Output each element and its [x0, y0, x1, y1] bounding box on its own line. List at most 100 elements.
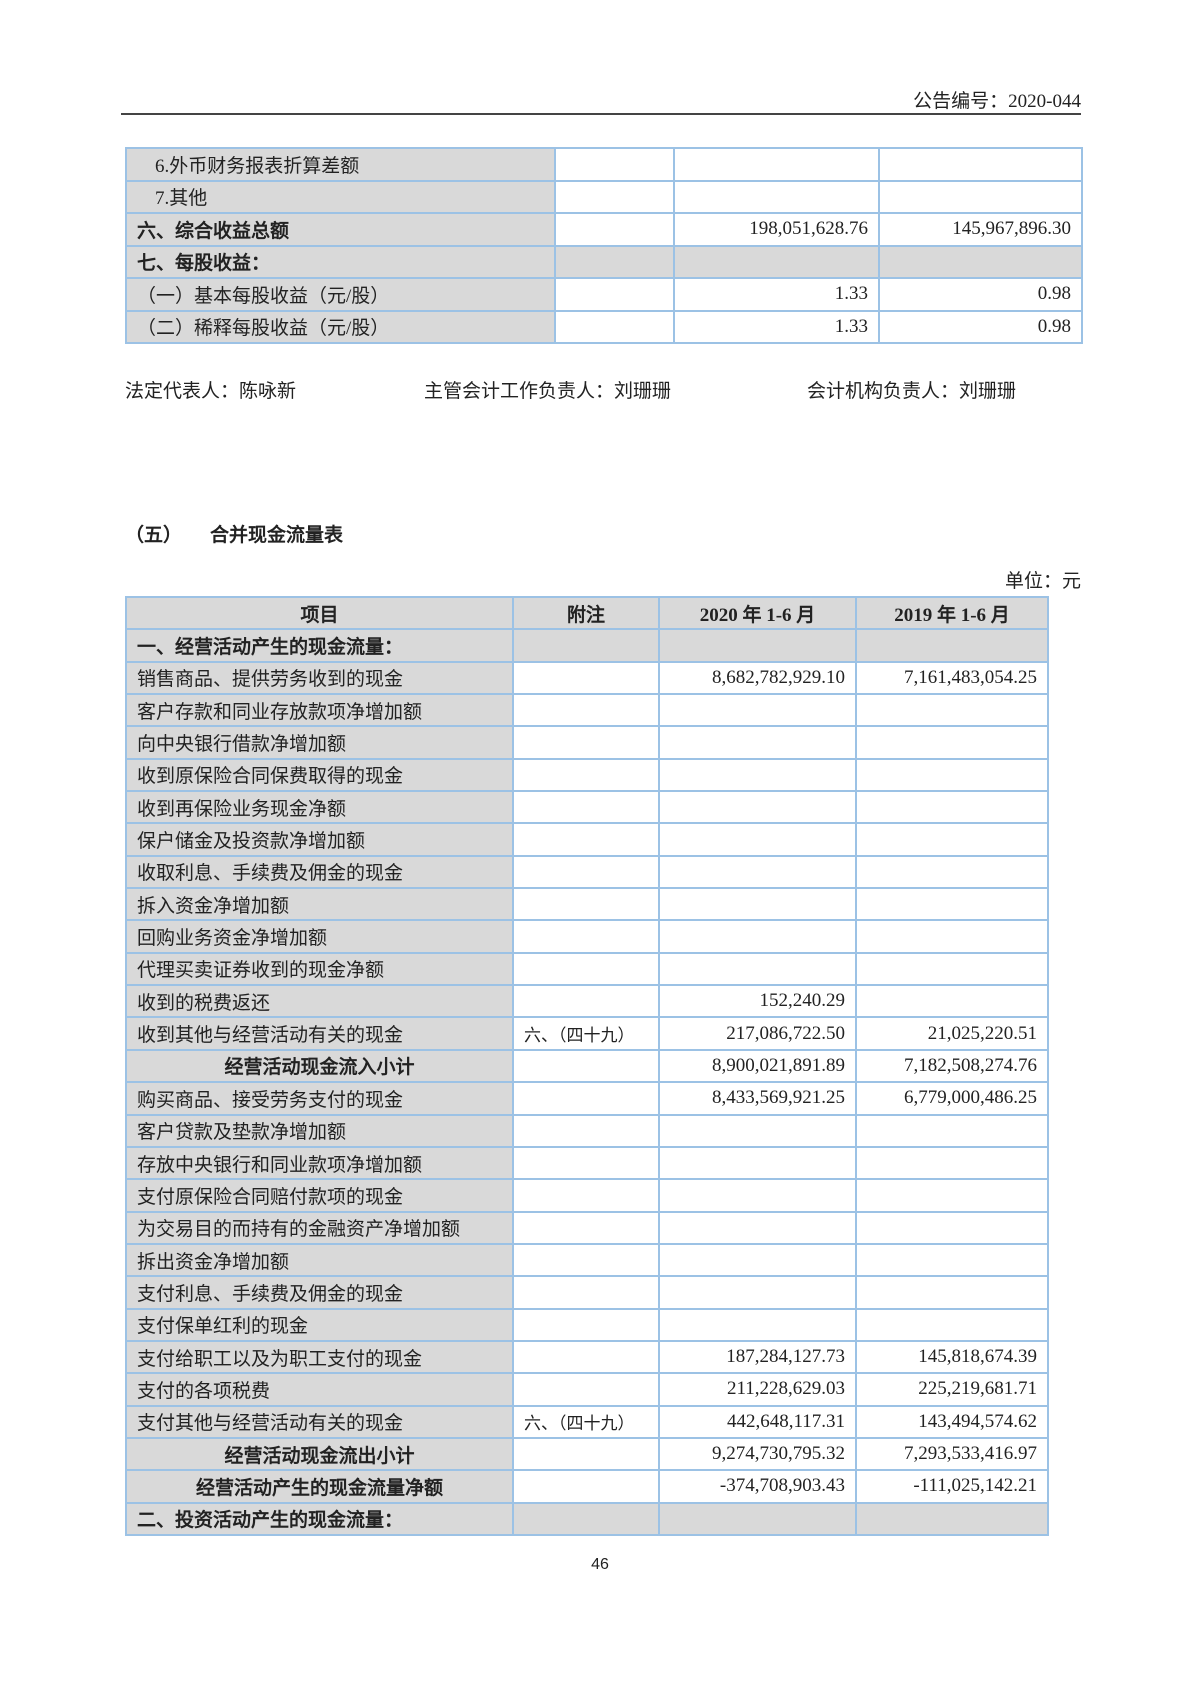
row-value-current: [658, 854, 857, 890]
row-label: 拆入资金净增加额: [125, 887, 514, 922]
row-value-prior: 21,025,220.51: [855, 1016, 1049, 1051]
row-value-current: 442,648,117.31: [658, 1404, 857, 1439]
table-row: 为交易目的而持有的金融资产净增加额: [125, 1210, 1049, 1245]
row-value-current: 1.33: [673, 277, 880, 312]
page-number: 46: [591, 1556, 609, 1573]
row-value-prior: [878, 244, 1083, 279]
row-value-prior: [855, 919, 1049, 954]
row-label: 二、投资活动产生的现金流量：: [125, 1501, 514, 1536]
row-label: 七、每股收益：: [125, 244, 556, 279]
row-label: 经营活动产生的现金流量净额: [125, 1469, 514, 1504]
header-2020: 2020 年 1-6 月: [658, 595, 857, 631]
row-note: [554, 212, 675, 247]
table-row: 支付保单红利的现金: [125, 1307, 1049, 1342]
row-value-prior: [855, 887, 1049, 922]
section-title: 合并现金流量表: [210, 525, 344, 546]
table-row: 支付利息、手续费及佣金的现金: [125, 1275, 1049, 1310]
row-label: 销售商品、提供劳务收到的现金: [125, 660, 514, 696]
table-row: 收到的税费返还 152,240.29: [125, 984, 1049, 1019]
row-value-prior: [855, 822, 1049, 857]
table-row: （二）稀释每股收益（元/股） 1.33 0.98: [125, 309, 1083, 344]
row-value-prior: [878, 179, 1083, 214]
unit-label: 单位：元: [1004, 571, 1081, 592]
row-value-prior: [855, 1113, 1049, 1148]
row-note: [512, 790, 660, 825]
row-label: 保户储金及投资款净增加额: [125, 822, 514, 857]
table-row: 经营活动现金流入小计 8,900,021,891.89 7,182,508,274.…: [125, 1048, 1049, 1084]
row-label: 收取利息、手续费及佣金的现金: [125, 854, 514, 890]
row-value-prior: [855, 1210, 1049, 1245]
row-note: [512, 1436, 660, 1472]
row-label: 回购业务资金净增加额: [125, 919, 514, 954]
row-label: 经营活动现金流入小计: [125, 1048, 514, 1084]
row-value-prior: [855, 693, 1049, 728]
row-label: （二）稀释每股收益（元/股）: [125, 309, 556, 344]
row-value-current: -374,708,903.43: [658, 1469, 857, 1504]
table-row: 收到原保险合同保费取得的现金: [125, 757, 1049, 793]
accounting-head: 主管会计工作负责人：刘珊珊: [424, 381, 672, 402]
income-statement-tail-table: 6.外币财务报表折算差额 7.其他 六、综合收益总额 198,051,628.76 14…: [125, 147, 1083, 344]
row-label: 收到其他与经营活动有关的现金: [125, 1016, 514, 1051]
row-value-current: [658, 822, 857, 857]
row-label: 一、经营活动产生的现金流量：: [125, 628, 514, 663]
row-note: [512, 1113, 660, 1148]
row-note: [554, 179, 675, 214]
row-value-prior: [855, 1242, 1049, 1278]
table-row: 代理买卖证券收到的现金净额: [125, 951, 1049, 987]
row-note: [512, 1242, 660, 1278]
row-note: [512, 693, 660, 728]
table-row: 支付给职工以及为职工支付的现金 187,284,127.73 145,818,674…: [125, 1339, 1049, 1375]
row-label: 支付给职工以及为职工支付的现金: [125, 1339, 514, 1375]
document-number: 公告编号：2020-044: [913, 91, 1081, 112]
row-note: 六、（四十九）: [512, 1404, 660, 1439]
table-row: 收到再保险业务现金净额: [125, 790, 1049, 825]
row-value-current: [673, 244, 880, 279]
table-row: 六、综合收益总额 198,051,628.76 145,967,896.30: [125, 212, 1083, 247]
table-row: 存放中央银行和同业款项净增加额: [125, 1145, 1049, 1181]
table-row: 支付其他与经营活动有关的现金 六、（四十九） 442,648,117.31 143,4…: [125, 1404, 1049, 1439]
row-note: [512, 1469, 660, 1504]
row-note: [554, 277, 675, 312]
row-value-prior: 145,818,674.39: [855, 1339, 1049, 1375]
section-number: （五）: [125, 525, 183, 546]
row-value-prior: 7,293,533,416.97: [855, 1436, 1049, 1472]
legal-representative: 法定代表人：陈咏新: [125, 381, 297, 402]
row-value-current: [658, 1501, 857, 1536]
row-note: [512, 1081, 660, 1116]
row-label: 收到原保险合同保费取得的现金: [125, 757, 514, 793]
row-label: （一）基本每股收益（元/股）: [125, 277, 556, 312]
row-value-prior: [855, 790, 1049, 825]
row-note: [512, 1501, 660, 1536]
row-label: 向中央银行借款净增加额: [125, 725, 514, 760]
table-row: 七、每股收益：: [125, 244, 1083, 279]
row-value-prior: [855, 1501, 1049, 1536]
row-value-current: [658, 1178, 857, 1213]
table-row: 一、经营活动产生的现金流量：: [125, 628, 1049, 663]
row-label: 支付原保险合同赔付款项的现金: [125, 1178, 514, 1213]
table-row: 6.外币财务报表折算差额: [125, 147, 1083, 182]
row-value-current: 8,900,021,891.89: [658, 1048, 857, 1084]
row-note: [512, 660, 660, 696]
cash-flow-table: 项目 附注 2020 年 1-6 月 2019 年 1-6 月 一、经营活动产生…: [125, 595, 1049, 1536]
row-label: 客户贷款及垫款净增加额: [125, 1113, 514, 1148]
row-note: [512, 1178, 660, 1213]
row-note: 六、（四十九）: [512, 1016, 660, 1051]
table-header-row: 项目 附注 2020 年 1-6 月 2019 年 1-6 月: [125, 595, 1049, 631]
table-row: 经营活动现金流出小计 9,274,730,795.32 7,293,533,416.…: [125, 1436, 1049, 1472]
table-row: 保户储金及投资款净增加额: [125, 822, 1049, 857]
row-label: 支付的各项税费: [125, 1372, 514, 1407]
header-2019: 2019 年 1-6 月: [855, 595, 1049, 631]
row-note: [512, 1145, 660, 1181]
header-divider: [121, 113, 1081, 115]
row-value-prior: 7,182,508,274.76: [855, 1048, 1049, 1084]
row-value-current: [658, 1210, 857, 1245]
row-value-prior: [855, 1307, 1049, 1342]
row-value-prior: [855, 1275, 1049, 1310]
row-label: 支付利息、手续费及佣金的现金: [125, 1275, 514, 1310]
row-value-prior: [878, 147, 1083, 182]
row-note: [512, 628, 660, 663]
row-note: [512, 1372, 660, 1407]
row-value-current: [658, 1242, 857, 1278]
row-note: [512, 725, 660, 760]
row-value-current: [673, 179, 880, 214]
